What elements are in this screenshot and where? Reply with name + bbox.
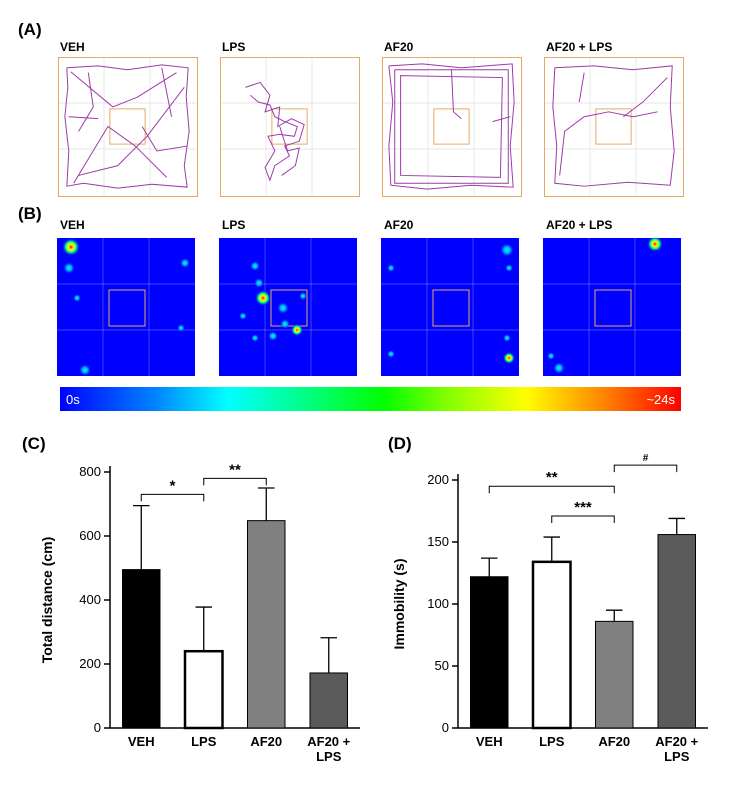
heatmap-af20 — [381, 238, 519, 376]
trace-plot-af20-lps — [544, 57, 684, 197]
y-tick-label: 400 — [79, 592, 101, 607]
significance-label: ** — [229, 461, 241, 478]
significance-bracket — [613, 464, 678, 473]
colorbar-max-label: ~24s — [646, 392, 675, 407]
y-tick-label: 100 — [427, 596, 449, 611]
trace-label-lps: LPS — [222, 40, 246, 54]
y-tick-label: 0 — [442, 720, 449, 735]
significance-label: *** — [574, 499, 592, 516]
panel-label-c: (C) — [22, 434, 46, 453]
heatmap-label-af20-lps: AF20 + LPS — [546, 218, 613, 232]
bar — [531, 560, 572, 730]
bar — [247, 520, 286, 729]
significance-bracket — [551, 515, 615, 523]
y-tick-label: 150 — [427, 534, 449, 549]
bar-chart-immobility: 0 50 100 150 200 Immobility (s) VEH LPS AF20 AF20… — [391, 453, 708, 764]
heatmap-lps — [219, 238, 357, 376]
colorbar-min-label: 0s — [66, 392, 80, 407]
heatmap-af20-lps — [543, 236, 681, 376]
x-tick-label: LPS — [316, 749, 342, 764]
y-axis-label: Immobility (s) — [391, 558, 407, 649]
y-tick-label: 50 — [435, 658, 449, 673]
bar — [595, 620, 634, 729]
y-axis-label: Total distance (cm) — [39, 537, 55, 664]
y-tick-label: 0 — [94, 720, 101, 735]
heatmap-colorbar: 0s ~24s — [60, 387, 681, 411]
heatmap-veh — [57, 238, 195, 376]
panel-label-d: (D) — [388, 434, 412, 453]
bar — [657, 534, 696, 729]
heatmap-label-af20: AF20 — [384, 218, 414, 232]
y-tick-label: 800 — [79, 464, 101, 479]
significance-label: # — [643, 453, 649, 464]
x-tick-label: AF20 — [250, 734, 282, 749]
x-tick-label: LPS — [664, 749, 690, 764]
bar — [183, 649, 224, 730]
x-tick-label: LPS — [539, 734, 565, 749]
heatmap-label-lps: LPS — [222, 218, 246, 232]
bar — [470, 576, 509, 729]
x-tick-label: VEH — [476, 734, 503, 749]
panel-label-a: (A) — [18, 20, 42, 39]
significance-label: * — [170, 477, 176, 494]
trace-label-af20: AF20 — [384, 40, 414, 54]
trace-label-af20-lps: AF20 + LPS — [546, 40, 613, 54]
panel-label-b: (B) — [18, 204, 42, 223]
significance-bracket — [140, 493, 205, 502]
trace-plot-af20 — [382, 57, 522, 197]
x-tick-label: AF20 — [598, 734, 630, 749]
x-tick-label: LPS — [191, 734, 217, 749]
significance-label: ** — [546, 469, 558, 486]
x-tick-label: AF20 + — [307, 734, 350, 749]
x-tick-label: VEH — [128, 734, 155, 749]
significance-bracket — [203, 477, 267, 486]
trace-label-veh: VEH — [60, 40, 85, 54]
y-tick-label: 200 — [79, 656, 101, 671]
bar — [309, 672, 348, 729]
y-tick-label: 200 — [427, 472, 449, 487]
x-tick-label: AF20 + — [655, 734, 698, 749]
bar — [122, 569, 161, 729]
significance-bracket — [488, 485, 615, 494]
heatmap-label-veh: VEH — [60, 218, 85, 232]
trace-plot-veh — [58, 57, 198, 197]
trace-plot-lps — [220, 57, 360, 197]
y-tick-label: 600 — [79, 528, 101, 543]
